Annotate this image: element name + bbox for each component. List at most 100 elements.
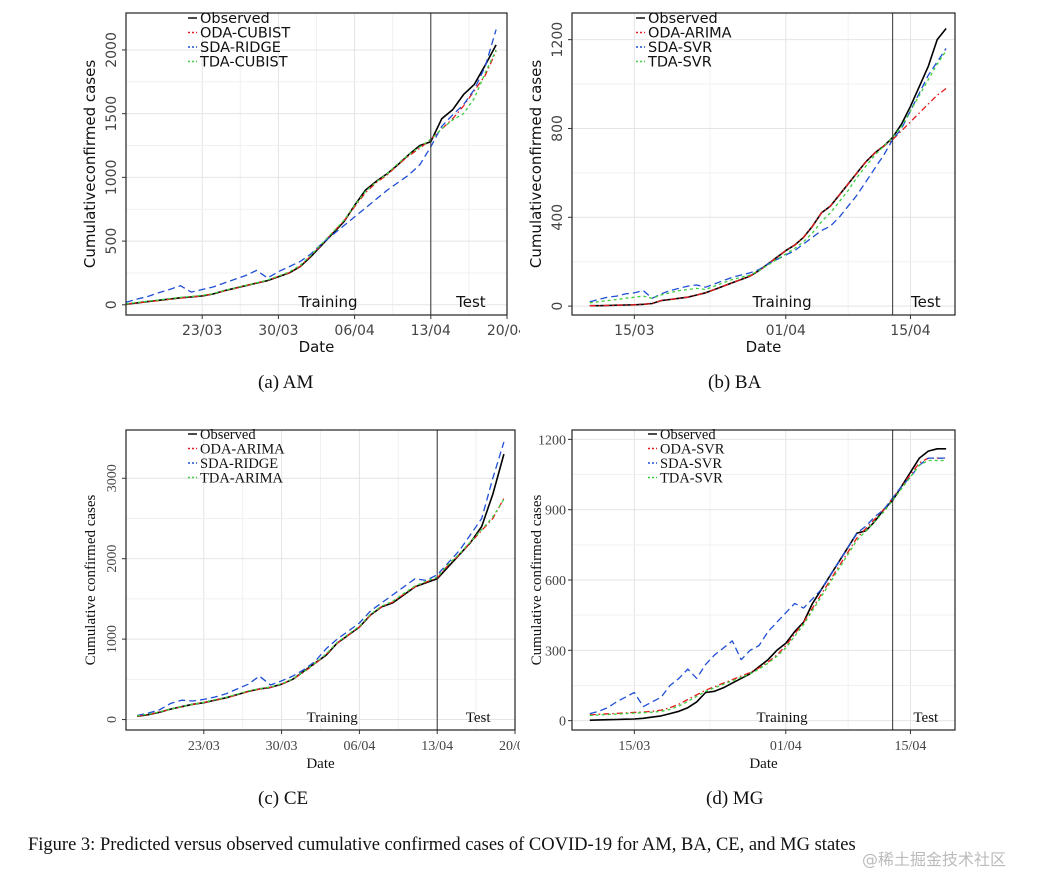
y-tick-label: 0 xyxy=(105,716,120,723)
legend-entry: Observed xyxy=(200,427,256,443)
legend-entry: ODA-CUBIST xyxy=(200,26,290,42)
series-line-tda-svr xyxy=(589,50,947,304)
y-tick-label: 600 xyxy=(545,574,566,589)
region-label-test: Test xyxy=(455,293,486,311)
y-tick-label: 1200 xyxy=(550,22,566,58)
chart-panel-mg: Training Test 15/03 01/04 15/04 0 300 600 900 120… xyxy=(520,420,1040,840)
x-tick-label: 15/03 xyxy=(618,739,650,754)
gridlines xyxy=(126,13,508,315)
x-tick-label: 30/03 xyxy=(258,323,298,339)
y-tick-label: 1000 xyxy=(104,160,120,196)
series-line-sda-svr xyxy=(589,457,947,715)
subcaption-ce: (c) CE xyxy=(258,788,309,809)
y-tick-label: 1500 xyxy=(104,96,120,132)
region-label-training: Training xyxy=(307,710,359,726)
chart-panel-ba: Training Test 15/03 01/04 15/04 0 400 800 1200 Da… xyxy=(520,0,1040,420)
chart-panel-ce: Training Test 23/03 30/03 06/04 13/04 20/04 0 10… xyxy=(0,420,520,840)
legend-entry: TDA-ARIMA xyxy=(200,471,283,487)
plot-frame xyxy=(125,429,516,731)
gridlines xyxy=(126,430,516,730)
legend-entry: Observed xyxy=(200,11,270,27)
x-axis-title: Date xyxy=(299,338,335,356)
region-label-training: Training xyxy=(297,293,357,311)
y-tick-label: 400 xyxy=(550,204,566,231)
series-line-tda-arima xyxy=(137,498,505,717)
y-axis-title: Cumulative confirmed cases xyxy=(529,494,545,665)
region-label-training: Training xyxy=(757,710,809,726)
chart-mg: Training Test 15/03 01/04 15/04 0 300 600 900 120… xyxy=(529,427,956,772)
region-label-test: Test xyxy=(913,710,939,726)
x-tick-label: 20/04 xyxy=(487,323,520,339)
legend-entry: TDA-SVR xyxy=(647,55,712,71)
gridlines xyxy=(572,13,955,315)
y-tick-label: 0 xyxy=(550,302,566,311)
series-line-oda-svr xyxy=(589,457,947,716)
chart-ba: Training Test 15/03 01/04 15/04 0 400 800 1200 Da… xyxy=(527,11,956,356)
y-tick-label: 1000 xyxy=(105,625,120,653)
plot-frame xyxy=(571,12,956,316)
watermark: @稀土掘金技术社区 xyxy=(862,850,1007,869)
x-tick-label: 15/04 xyxy=(895,739,927,754)
x-tick-label: 23/03 xyxy=(188,739,220,754)
legend-entry: SDA-SVR xyxy=(660,456,722,472)
chart-panel-am: Training Test 23/03 30/03 06/04 13/04 20/04 0 50… xyxy=(0,0,520,420)
figure-caption: Figure 3: Predicted versus observed cumu… xyxy=(28,835,856,855)
legend-entry: ODA-SVR xyxy=(660,442,725,458)
x-tick-label: 13/04 xyxy=(411,323,451,339)
y-tick-label: 800 xyxy=(550,115,566,142)
series-line-sda-ridge xyxy=(136,441,505,717)
x-axis-title: Date xyxy=(749,756,778,772)
x-tick-label: 20/04 xyxy=(499,739,520,754)
plot-frame xyxy=(125,12,508,316)
legend-entry: Observed xyxy=(660,427,716,443)
y-tick-label: 900 xyxy=(545,504,566,519)
x-tick-label: 15/03 xyxy=(614,323,654,339)
x-tick-label: 01/04 xyxy=(766,323,806,339)
series-line-tda-cubist xyxy=(125,49,497,305)
x-tick-label: 06/04 xyxy=(343,739,375,754)
legend-entry: ODA-ARIMA xyxy=(648,26,732,42)
x-tick-label: 15/04 xyxy=(890,323,930,339)
chart-ce: Training Test 23/03 30/03 06/04 13/04 20/04 0 10… xyxy=(83,427,520,772)
legend-entry: TDA-SVR xyxy=(660,471,723,487)
y-tick-label: 0 xyxy=(104,300,120,309)
legend-entry: ODA-ARIMA xyxy=(200,442,285,458)
x-tick-label: 13/04 xyxy=(421,739,453,754)
x-tick-label: 01/04 xyxy=(770,739,802,754)
chart-am: Training Test 23/03 30/03 06/04 13/04 20/04 0 50… xyxy=(81,11,520,356)
legend-entry: TDA-CUBIST xyxy=(199,55,288,71)
y-tick-label: 2000 xyxy=(104,32,120,68)
region-label-test: Test xyxy=(910,293,941,311)
y-axis-title: Cumulative confirmed cases xyxy=(83,494,99,665)
series-line-sda-ridge xyxy=(125,29,497,303)
y-axis-title: Cumulativeconfirmed cases xyxy=(81,60,99,269)
legend-entry: SDA-RIDGE xyxy=(200,40,281,56)
series-line-tda-svr xyxy=(589,459,947,717)
x-tick-label: 23/03 xyxy=(182,323,222,339)
series-line-observed xyxy=(125,44,497,305)
subcaption-ba: (b) BA xyxy=(708,372,762,393)
y-tick-label: 2000 xyxy=(105,545,120,573)
subcaption-mg: (d) MG xyxy=(706,788,764,809)
y-tick-label: 300 xyxy=(545,644,566,659)
legend-entry: SDA-RIDGE xyxy=(200,456,278,472)
y-tick-label: 0 xyxy=(559,715,566,730)
x-tick-label: 06/04 xyxy=(334,323,374,339)
legend-entry: SDA-SVR xyxy=(648,40,712,56)
region-label-test: Test xyxy=(466,710,492,726)
y-tick-label: 500 xyxy=(104,228,120,255)
gridlines xyxy=(572,430,955,730)
x-tick-label: 30/03 xyxy=(266,739,298,754)
subcaption-am: (a) AM xyxy=(258,372,314,393)
x-axis-title: Date xyxy=(306,756,335,772)
y-tick-label: 3000 xyxy=(105,464,120,492)
x-axis-title: Date xyxy=(746,338,782,356)
region-label-training: Training xyxy=(752,293,812,311)
y-tick-label: 1200 xyxy=(538,433,566,448)
series-line-sda-svr xyxy=(589,48,947,303)
legend-entry: Observed xyxy=(648,11,718,27)
